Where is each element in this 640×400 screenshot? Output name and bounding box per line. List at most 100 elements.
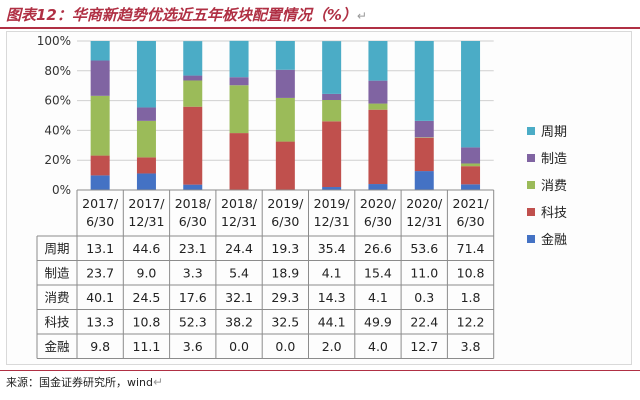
legend-swatch <box>527 127 535 135</box>
bar-segment <box>368 41 388 81</box>
bar-segment <box>322 100 342 122</box>
bar-segment <box>275 41 295 70</box>
bar-segment <box>275 97 295 142</box>
bar-segment <box>414 41 434 121</box>
x-tick-label: 6/30 <box>86 214 114 229</box>
table-cell: 12.2 <box>457 314 485 329</box>
x-tick-label: 12/31 <box>314 214 350 229</box>
y-tick-label: 100% <box>37 34 71 48</box>
bar-segment <box>90 155 110 176</box>
table-cell: 11.1 <box>133 339 161 354</box>
bar-segment <box>90 60 110 96</box>
bar-segment <box>183 75 203 81</box>
table-cell: 52.3 <box>179 314 207 329</box>
x-tick-label: 2018/ <box>221 196 258 211</box>
x-tick-label: 2017/ <box>128 196 165 211</box>
x-tick-label: 2020/ <box>406 196 443 211</box>
bar-segment <box>183 41 203 76</box>
x-tick-label: 2020/ <box>360 196 397 211</box>
table-cell: 11.0 <box>410 265 438 280</box>
legend-label: 消费 <box>541 179 567 194</box>
x-tick-label: 12/31 <box>221 214 257 229</box>
y-tick-label: 0% <box>52 183 71 197</box>
bar-segment <box>368 184 388 190</box>
table-cell: 2.0 <box>322 339 342 354</box>
bar-segment <box>90 41 110 61</box>
table-row-label: 消费 <box>44 290 69 305</box>
table-cell: 32.1 <box>225 290 253 305</box>
table-row-label: 制造 <box>44 265 70 280</box>
legend-label: 制造 <box>541 152 567 167</box>
bar-segment <box>414 137 434 172</box>
table-cell: 24.4 <box>225 241 253 256</box>
bar-segment <box>368 80 388 104</box>
x-tick-label: 2021/ <box>453 196 490 211</box>
table-cell: 12.7 <box>410 339 438 354</box>
bar-segment <box>322 93 342 101</box>
bar-segment <box>90 95 110 156</box>
table-cell: 4.0 <box>368 339 388 354</box>
bar-segment <box>322 41 342 94</box>
table-cell: 10.8 <box>133 314 161 329</box>
x-tick-label: 2018/ <box>175 196 212 211</box>
table-row-label: 科技 <box>44 314 70 329</box>
table-cell: 29.3 <box>271 290 299 305</box>
bar-segment <box>414 171 434 190</box>
table-cell: 9.8 <box>90 339 110 354</box>
bar-segment <box>461 41 481 148</box>
table-cell: 15.4 <box>364 265 392 280</box>
table-cell: 26.6 <box>364 241 392 256</box>
table-cell: 18.9 <box>271 265 299 280</box>
table-cell: 0.0 <box>275 339 295 354</box>
table-row-label: 周期 <box>44 241 69 256</box>
x-tick-label: 12/31 <box>406 214 442 229</box>
table-cell: 44.6 <box>133 241 161 256</box>
bar-segment <box>90 175 110 190</box>
table-cell: 71.4 <box>457 241 485 256</box>
table-cell: 40.1 <box>86 290 114 305</box>
bar-segment <box>136 173 156 190</box>
bar-segment <box>136 41 156 108</box>
bar-segment <box>368 103 388 110</box>
table-cell: 3.6 <box>183 339 203 354</box>
bar-segment <box>322 121 342 188</box>
legend-label: 科技 <box>541 206 567 221</box>
y-tick-label: 20% <box>44 153 71 167</box>
bar-segment <box>229 133 249 190</box>
table-cell: 10.8 <box>457 265 485 280</box>
bar-segment <box>136 157 156 174</box>
source-note: 来源：国金证券研究所，wind↵ <box>6 375 164 389</box>
bar-segment <box>229 40 249 78</box>
table-cell: 13.3 <box>86 314 114 329</box>
x-tick-label: 2019/ <box>314 196 351 211</box>
x-tick-label: 12/31 <box>128 214 164 229</box>
table-cell: 24.5 <box>133 290 161 305</box>
table-cell: 4.1 <box>368 290 388 305</box>
bar-segment <box>414 120 434 138</box>
x-tick-label: 6/30 <box>179 214 207 229</box>
bar-segment <box>183 80 203 107</box>
bar-segment <box>229 85 249 134</box>
y-tick-label: 80% <box>44 64 71 78</box>
bar-segment <box>461 163 481 167</box>
x-tick-label: 6/30 <box>364 214 392 229</box>
bar-segment <box>368 109 388 185</box>
table-cell: 13.1 <box>86 241 114 256</box>
x-tick-label: 6/30 <box>271 214 299 229</box>
bar-segment <box>461 184 481 190</box>
table-cell: 53.6 <box>410 241 438 256</box>
table-cell: 49.9 <box>364 314 392 329</box>
table-cell: 3.3 <box>183 265 203 280</box>
table-cell: 35.4 <box>318 241 346 256</box>
table-cell: 38.2 <box>225 314 253 329</box>
bar-segment <box>229 77 249 86</box>
legend-label: 金融 <box>541 232 567 248</box>
table-row-label: 金融 <box>44 339 70 354</box>
table-cell: 14.3 <box>318 290 346 305</box>
stacked-bar-chart: 0% 20% 40% 60% 80% 100% 2017/6/30 2017/12/31 201… <box>36 34 567 359</box>
bar-segment <box>183 184 203 190</box>
table-cell: 3.8 <box>461 339 481 354</box>
table-cell: 23.1 <box>179 241 207 256</box>
legend-swatch <box>527 154 535 162</box>
bar-segment <box>322 187 342 190</box>
